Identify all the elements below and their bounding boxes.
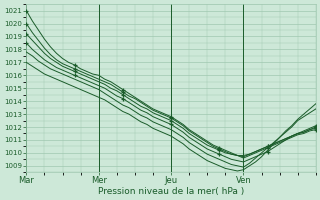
X-axis label: Pression niveau de la mer( hPa ): Pression niveau de la mer( hPa ) xyxy=(98,187,244,196)
